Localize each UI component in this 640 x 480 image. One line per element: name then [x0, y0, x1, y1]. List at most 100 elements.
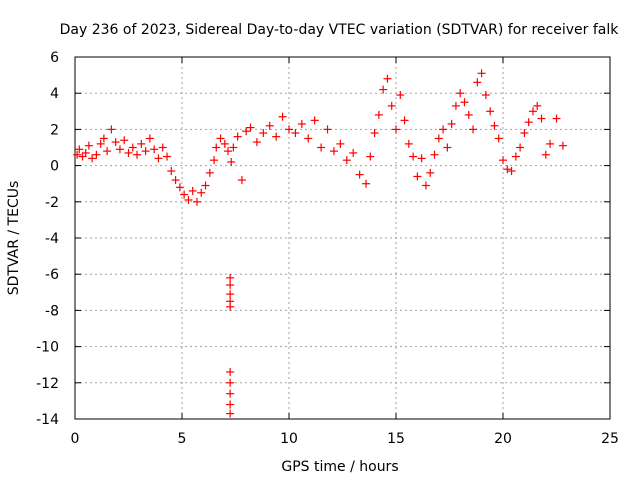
data-point: [150, 145, 159, 154]
data-point: [451, 101, 460, 110]
y-tick-label: -6: [45, 267, 59, 283]
data-point: [349, 148, 358, 157]
axis-ticks: 0 5 10 15 20 25 -14 -12 -10 -8 -6 -4 -2 0 2 4 6: [36, 50, 619, 447]
data-point: [88, 154, 97, 163]
data-point: [229, 143, 238, 152]
data-point: [103, 147, 112, 156]
data-point: [447, 119, 456, 128]
data-point: [430, 150, 439, 159]
data-point: [107, 125, 116, 134]
data-point: [84, 141, 93, 150]
data-point: [115, 145, 124, 154]
data-point: [216, 134, 225, 143]
y-tick-label: 4: [50, 86, 59, 102]
data-point: [473, 78, 482, 87]
data-point: [226, 273, 235, 282]
data-points: [73, 69, 567, 418]
y-tick-label: -14: [36, 412, 59, 428]
y-tick-label: 6: [50, 50, 59, 66]
x-axis-label: GPS time / hours: [281, 459, 398, 475]
data-point: [370, 129, 379, 138]
data-point: [158, 143, 167, 152]
data-point: [220, 139, 229, 148]
data-point: [413, 172, 422, 181]
data-point: [342, 156, 351, 165]
data-point: [494, 134, 503, 143]
data-point: [99, 134, 108, 143]
data-point: [137, 139, 146, 148]
data-point: [541, 150, 550, 159]
data-point: [226, 302, 235, 311]
data-point: [533, 101, 542, 110]
data-point: [374, 110, 383, 119]
data-point: [278, 112, 287, 121]
y-tick-label: -8: [45, 303, 59, 319]
data-point: [175, 183, 184, 192]
data-point: [141, 147, 150, 156]
data-point: [387, 101, 396, 110]
data-point: [188, 186, 197, 195]
data-point: [404, 139, 413, 148]
data-point: [507, 167, 516, 176]
data-point: [460, 98, 469, 107]
data-point: [192, 197, 201, 206]
y-tick-label: -2: [45, 195, 59, 211]
data-point: [226, 409, 235, 418]
data-point: [96, 139, 105, 148]
data-point: [163, 152, 172, 161]
data-point: [366, 152, 375, 161]
data-point: [120, 136, 129, 145]
data-point: [558, 141, 567, 150]
data-point: [252, 138, 261, 147]
data-point: [336, 139, 345, 148]
data-point: [511, 152, 520, 161]
data-point: [285, 125, 293, 134]
data-point: [171, 176, 180, 185]
data-point: [226, 290, 235, 299]
y-axis-label: SDTVAR / TECUs: [6, 181, 22, 296]
data-point: [486, 107, 495, 116]
data-point: [490, 121, 499, 130]
data-point: [224, 147, 233, 156]
data-point: [503, 165, 512, 174]
data-point: [210, 156, 219, 165]
data-point: [272, 132, 281, 141]
data-point: [73, 150, 82, 159]
data-point: [396, 91, 405, 100]
data-point: [226, 378, 235, 387]
data-point: [180, 190, 189, 199]
data-point: [128, 143, 137, 152]
data-point: [323, 125, 332, 134]
data-point: [464, 110, 473, 119]
data-point: [92, 150, 101, 159]
data-point: [242, 127, 251, 136]
data-point: [481, 91, 490, 100]
data-point: [426, 168, 435, 177]
data-point: [409, 152, 418, 161]
data-point: [75, 145, 84, 154]
data-point: [145, 134, 154, 143]
data-point: [233, 132, 242, 141]
data-point: [355, 170, 364, 179]
data-point: [154, 154, 163, 163]
data-point: [167, 167, 176, 176]
data-point: [317, 143, 326, 152]
x-tick-label: 25: [601, 431, 619, 447]
data-point: [379, 85, 388, 94]
data-point: [516, 143, 525, 152]
data-point: [226, 367, 235, 376]
data-point: [421, 181, 430, 190]
data-point: [226, 389, 235, 398]
data-point: [400, 116, 409, 125]
data-point: [205, 168, 214, 177]
y-tick-label: -4: [45, 231, 59, 247]
data-point: [477, 69, 486, 78]
data-point: [383, 74, 392, 83]
y-tick-label: 0: [50, 159, 59, 175]
data-point: [439, 125, 448, 134]
data-point: [304, 134, 313, 143]
x-tick-label: 0: [71, 431, 80, 447]
data-point: [246, 123, 255, 132]
